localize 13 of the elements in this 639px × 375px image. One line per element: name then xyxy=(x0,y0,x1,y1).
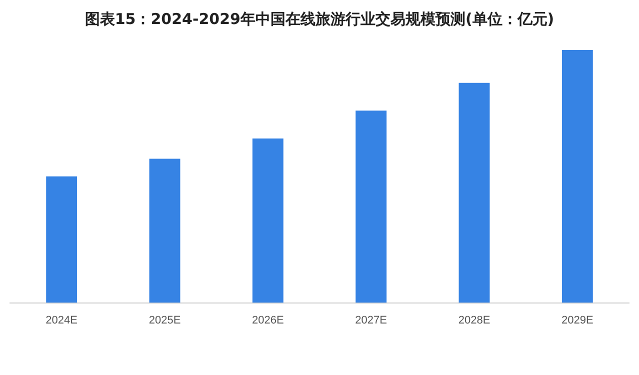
bar xyxy=(252,138,284,303)
bar xyxy=(356,110,387,303)
x-tick-label: 2024E xyxy=(46,314,78,326)
x-tick-label: 2026E xyxy=(252,314,284,326)
x-tick-label: 2025E xyxy=(148,314,181,326)
bar xyxy=(458,82,490,303)
chart-title: 图表15：2024-2029年中国在线旅游行业交易规模预测(单位：亿元) xyxy=(84,10,556,29)
bar xyxy=(46,176,78,303)
x-tick-label: 2027E xyxy=(355,314,387,326)
bar xyxy=(562,50,593,303)
x-tick-label: 2029E xyxy=(562,314,594,326)
bar xyxy=(149,158,180,303)
x-tick-label: 2028E xyxy=(458,314,490,326)
